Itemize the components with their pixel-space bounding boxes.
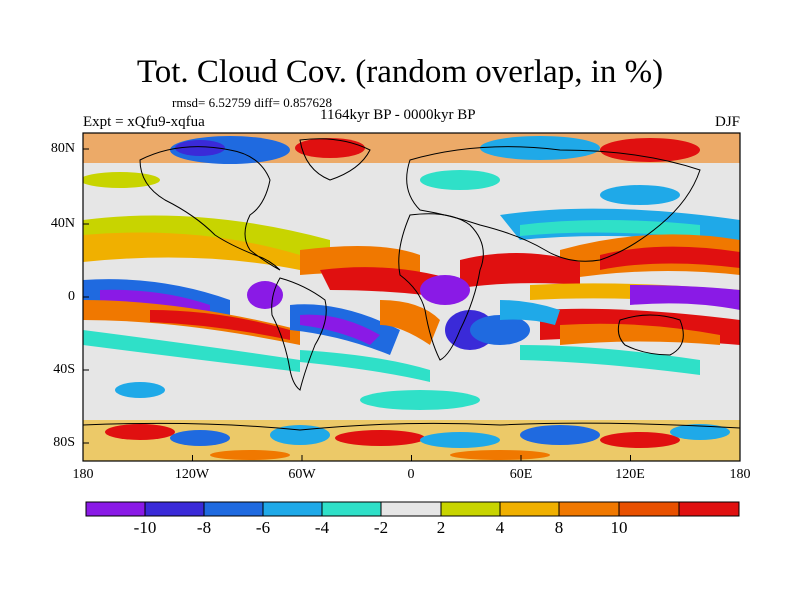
- colorbar-label: 8: [554, 518, 564, 537]
- colorbar-label: 10: [610, 518, 628, 537]
- colorbar: [85, 501, 740, 517]
- axis-ticks: [82, 148, 741, 461]
- lon-label-0: 0: [407, 467, 415, 482]
- lat-label-80s: 80S: [53, 435, 75, 450]
- colorbar-cell: [86, 502, 145, 516]
- season-label: DJF: [714, 114, 740, 130]
- map-title: Tot. Cloud Cov. (random overlap, in %): [136, 54, 664, 90]
- colorbar-cell: [679, 502, 739, 516]
- lat-label-0: 0: [68, 289, 75, 304]
- lon-label-120w: 120W: [174, 467, 210, 482]
- lat-label-40n: 40N: [50, 216, 75, 231]
- period-label: 1164kyr BP - 0000kyr BP: [320, 107, 476, 123]
- colorbar-cell: [263, 502, 322, 516]
- lon-label-180e: 180: [729, 467, 751, 482]
- colorbar-label: -6: [255, 518, 271, 537]
- lat-label-80n: 80N: [50, 141, 75, 156]
- colorbar-cell: [619, 502, 679, 516]
- lon-label-120e: 120E: [615, 467, 645, 482]
- colorbar-label: 2: [436, 518, 446, 537]
- colorbar-label: -2: [373, 518, 389, 537]
- experiment-label: Expt = xQfu9-xqfua: [83, 114, 205, 130]
- colorbar-cell: [559, 502, 619, 516]
- colorbar-cell: [204, 502, 263, 516]
- colorbar-cell: [145, 502, 204, 516]
- colorbar-label: 4: [495, 518, 505, 537]
- anomaly-field: [83, 133, 740, 461]
- lon-label-180w: 180: [72, 467, 94, 482]
- colorbar-label: -8: [196, 518, 212, 537]
- colorbar-cell: [441, 502, 500, 516]
- stats-text: rmsd= 6.52759 diff= 0.857628: [172, 95, 332, 110]
- colorbar-label: -4: [314, 518, 330, 537]
- colorbar-cell: [500, 502, 559, 516]
- coastlines: [83, 138, 740, 431]
- colorbar-label: -10: [133, 518, 157, 537]
- lon-label-60e: 60E: [509, 467, 533, 482]
- colorbar-cell: [322, 502, 381, 516]
- colorbar-cell: [381, 502, 441, 516]
- lat-label-40s: 40S: [53, 362, 75, 377]
- lon-label-60w: 60W: [288, 467, 316, 482]
